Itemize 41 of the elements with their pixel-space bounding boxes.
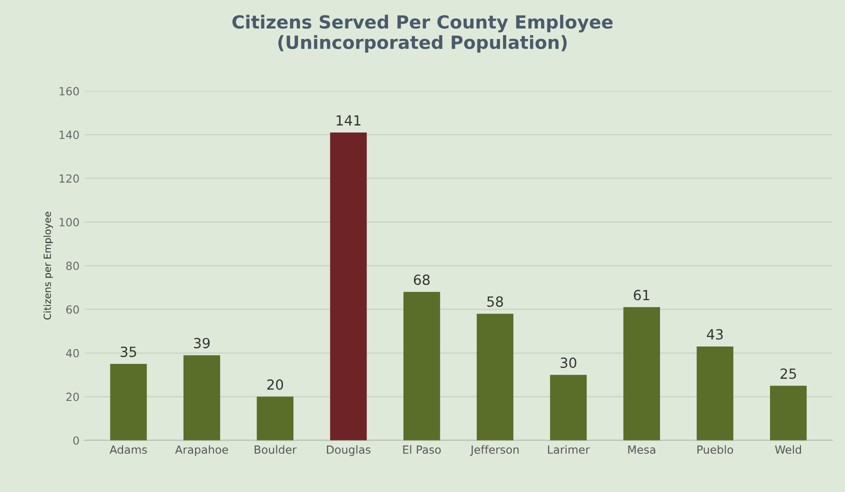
y-tick-label: 140	[60, 130, 79, 140]
chart-title: Citizens Served Per County Employee (Unincorporated Population)	[232, 14, 613, 53]
y-tick-label: 0	[73, 436, 79, 445]
bar	[770, 386, 807, 440]
y-tick-label: 160	[60, 86, 79, 96]
data-label: 43	[706, 329, 723, 340]
x-tick-label: Larimer	[548, 445, 590, 454]
data-label: 30	[560, 357, 576, 368]
bar	[696, 346, 734, 440]
data-label: 35	[120, 346, 136, 358]
data-label: 25	[780, 368, 796, 379]
bar	[183, 355, 220, 440]
bar	[330, 132, 367, 440]
data-label: 58	[487, 296, 503, 307]
data-label: 141	[336, 115, 360, 126]
x-tick-label: Boulder	[254, 445, 297, 454]
y-tick-label: 80	[66, 262, 79, 270]
x-tick-label: Arapahoe	[175, 445, 228, 456]
bar	[403, 292, 440, 440]
x-tick-label: Adams	[110, 445, 147, 454]
y-tick-label: 100	[60, 218, 79, 226]
y-axis-title: Citizens per Employee	[43, 212, 53, 320]
x-tick-label: Jefferson	[470, 445, 519, 456]
x-tick-label: Pueblo	[697, 445, 734, 454]
data-label: 68	[414, 274, 430, 286]
y-tick-label: 120	[60, 174, 79, 183]
x-tick-label: El Paso	[403, 445, 441, 454]
data-label: 39	[194, 338, 210, 348]
y-tick-label: 40	[66, 348, 79, 358]
y-tick-label: 60	[66, 305, 79, 314]
data-label: 20	[267, 379, 284, 390]
x-tick-label: Mesa	[628, 446, 656, 454]
bar	[550, 374, 587, 440]
bar	[476, 314, 514, 440]
x-tick-label: Douglas	[326, 445, 370, 456]
y-tick-label: 20	[66, 392, 79, 402]
data-label: 61	[634, 290, 650, 300]
bar	[110, 364, 147, 440]
bar	[623, 307, 660, 440]
bar	[256, 396, 294, 440]
x-tick-label: Weld	[775, 445, 801, 454]
